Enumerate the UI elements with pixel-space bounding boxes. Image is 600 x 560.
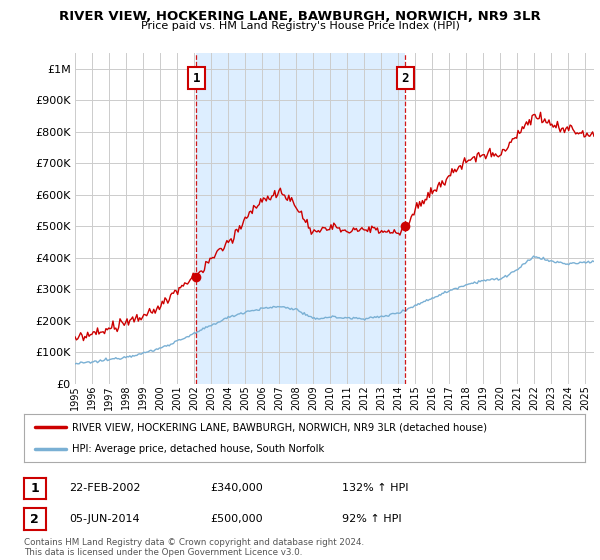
Text: 92% ↑ HPI: 92% ↑ HPI [342,514,401,524]
Text: 1: 1 [31,482,39,495]
Text: 05-JUN-2014: 05-JUN-2014 [69,514,140,524]
Bar [196,53,406,384]
Text: RIVER VIEW, HOCKERING LANE, BAWBURGH, NORWICH, NR9 3LR (detached house): RIVER VIEW, HOCKERING LANE, BAWBURGH, NO… [71,422,487,432]
Text: £500,000: £500,000 [210,514,263,524]
Text: 2: 2 [402,72,409,85]
Text: RIVER VIEW, HOCKERING LANE, BAWBURGH, NORWICH, NR9 3LR: RIVER VIEW, HOCKERING LANE, BAWBURGH, NO… [59,10,541,23]
Text: £340,000: £340,000 [210,483,263,493]
Text: HPI: Average price, detached house, South Norfolk: HPI: Average price, detached house, Sout… [71,444,324,454]
Text: 1: 1 [193,72,200,85]
Text: 132% ↑ HPI: 132% ↑ HPI [342,483,409,493]
Text: Price paid vs. HM Land Registry's House Price Index (HPI): Price paid vs. HM Land Registry's House … [140,21,460,31]
Text: 22-FEB-2002: 22-FEB-2002 [69,483,140,493]
Text: Contains HM Land Registry data © Crown copyright and database right 2024.
This d: Contains HM Land Registry data © Crown c… [24,538,364,557]
Text: 2: 2 [31,512,39,526]
